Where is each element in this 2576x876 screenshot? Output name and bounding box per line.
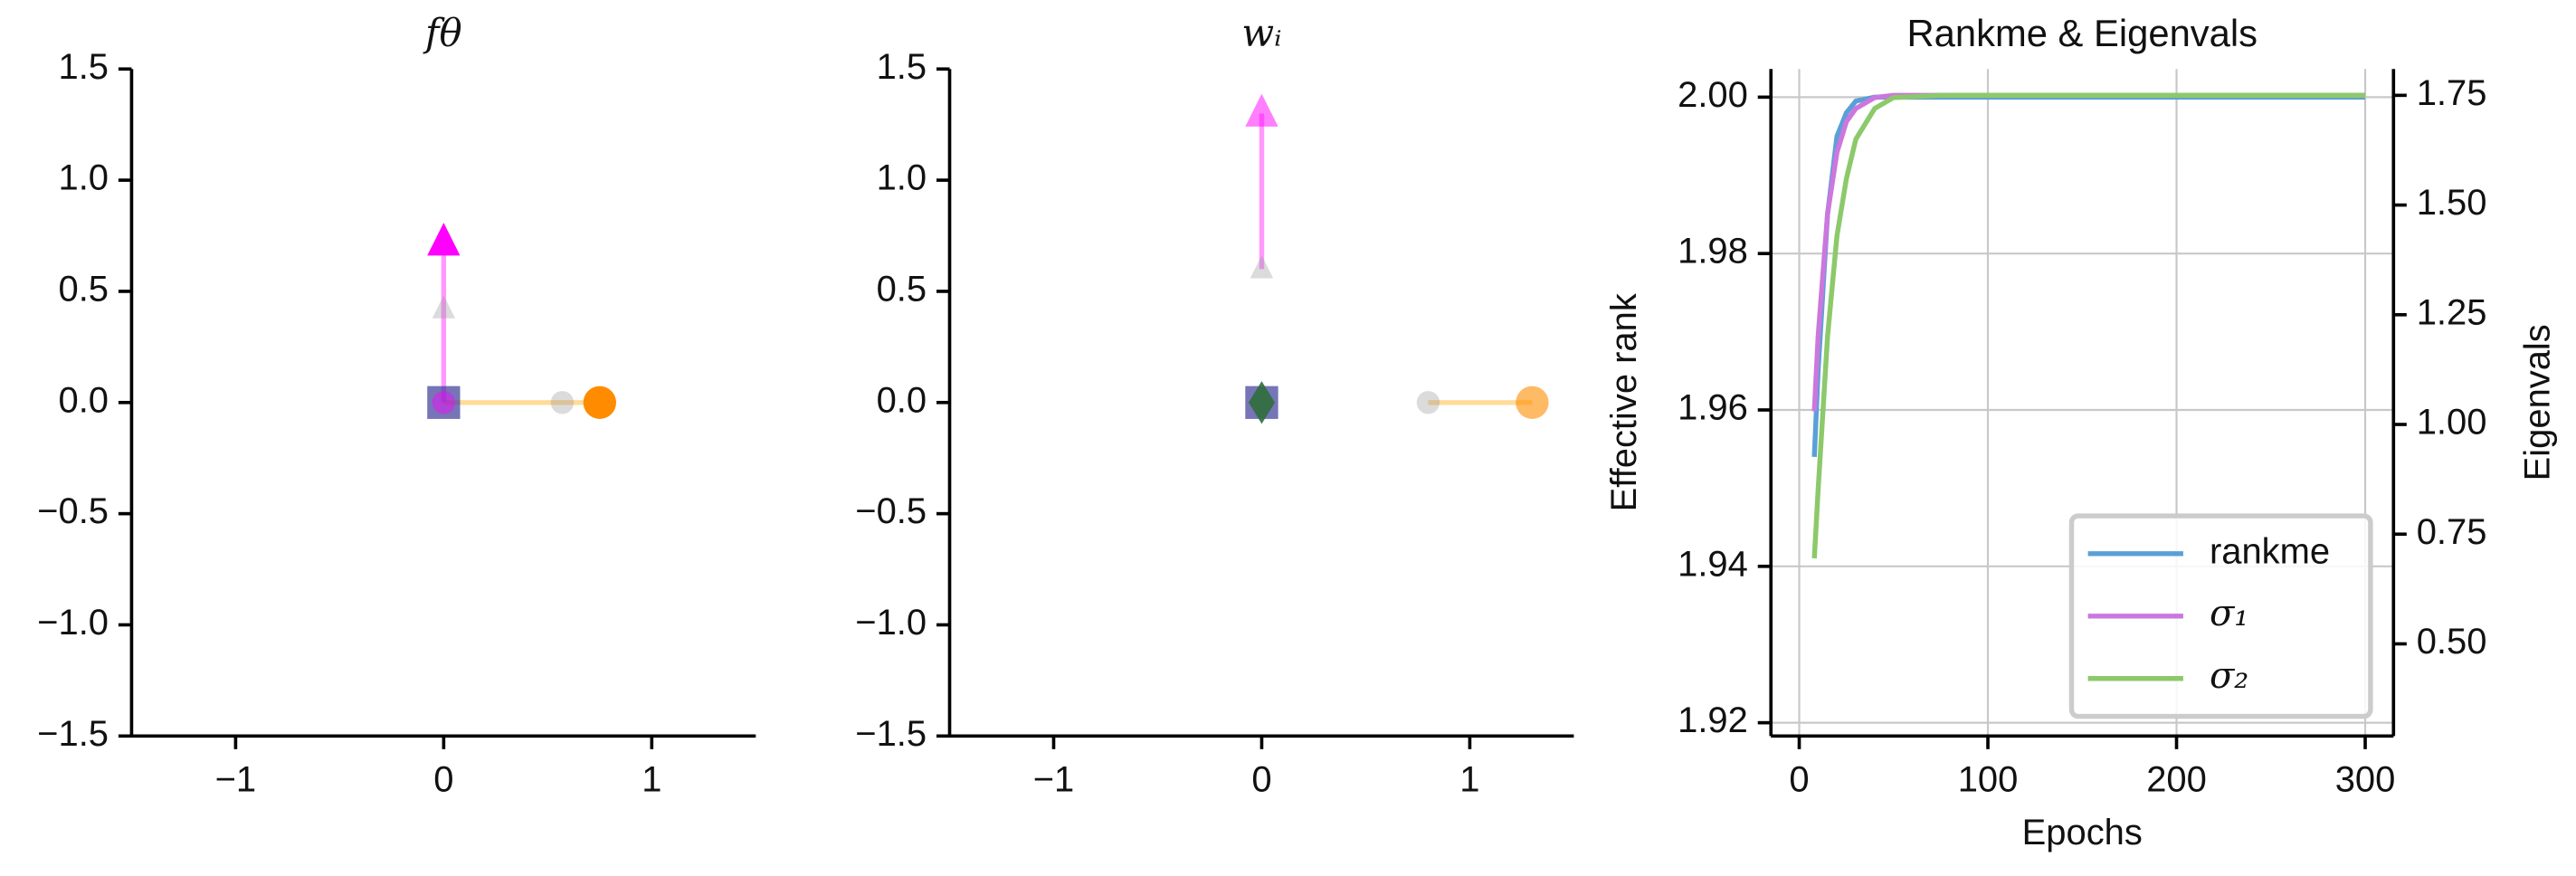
point xyxy=(583,386,616,419)
y-tick-label: 0.5 xyxy=(59,269,109,309)
y2-tick-label: 1.50 xyxy=(2417,183,2487,223)
y-axis-label: Effective rank xyxy=(1604,292,1644,511)
legend-label: σ₁ xyxy=(2210,593,2248,634)
x-axis-label: Epochs xyxy=(2022,813,2143,852)
legend-label: rankme xyxy=(2210,531,2330,571)
x-tick-label: 0 xyxy=(433,760,453,800)
y-tick-label: −1.5 xyxy=(855,714,927,754)
point xyxy=(550,391,575,414)
y-tick-label: 0.0 xyxy=(877,380,927,420)
y-tick-label: 1.0 xyxy=(59,158,109,198)
x-tick-label: 200 xyxy=(2146,760,2207,800)
x-tick-label: 0 xyxy=(1789,760,1809,800)
y-tick-label: −0.5 xyxy=(37,491,109,531)
y-tick-label: 1.5 xyxy=(59,47,109,87)
chart-title: fθ xyxy=(423,10,462,54)
point xyxy=(427,223,461,256)
y2-tick-label: 0.50 xyxy=(2417,622,2487,662)
y2-tick-label: 0.75 xyxy=(2417,512,2487,552)
y2-tick-label: 1.25 xyxy=(2417,292,2487,332)
y-tick-label: −1.0 xyxy=(855,603,927,643)
x-tick-label: 300 xyxy=(2335,760,2396,800)
y-tick-label: 0.0 xyxy=(59,380,109,420)
point xyxy=(1416,391,1440,414)
x-tick-label: 100 xyxy=(1958,760,2019,800)
chart-title: wᵢ xyxy=(1241,10,1281,54)
y-tick-label: 1.5 xyxy=(877,47,927,87)
point xyxy=(1250,255,1274,279)
x-tick-label: −1 xyxy=(1033,760,1075,800)
y-tick-label: −1.5 xyxy=(37,714,109,754)
y-tick-label: −1.0 xyxy=(37,603,109,643)
chart-title: Rankme & Eigenvals xyxy=(1906,12,2258,54)
x-tick-label: 1 xyxy=(1459,760,1479,800)
x-tick-label: −1 xyxy=(215,760,257,800)
series-line xyxy=(1811,92,2366,559)
point xyxy=(432,391,456,414)
x-tick-label: 1 xyxy=(642,760,661,800)
point xyxy=(427,386,461,419)
y-tick-label: 2.00 xyxy=(1678,75,1748,115)
series-line xyxy=(1811,94,2366,457)
y-tick-label: 1.94 xyxy=(1678,544,1748,584)
y2-tick-label: 1.00 xyxy=(2417,403,2487,443)
legend-box xyxy=(2068,513,2373,719)
y-tick-label: 1.92 xyxy=(1678,700,1748,740)
point xyxy=(1245,93,1278,127)
x-tick-label: 0 xyxy=(1251,760,1271,800)
y-tick-label: 1.96 xyxy=(1678,388,1748,428)
legend-label: σ₂ xyxy=(2210,655,2248,697)
y-tick-label: 0.5 xyxy=(877,269,927,309)
y-tick-label: −0.5 xyxy=(855,491,927,531)
y-tick-label: 1.98 xyxy=(1678,232,1748,271)
y-tick-label: 1.0 xyxy=(877,158,927,198)
point xyxy=(432,295,456,319)
y2-tick-label: 1.75 xyxy=(2417,73,2487,113)
y2-axis-label: Eigenvals xyxy=(2517,324,2557,481)
point xyxy=(1516,386,1549,419)
